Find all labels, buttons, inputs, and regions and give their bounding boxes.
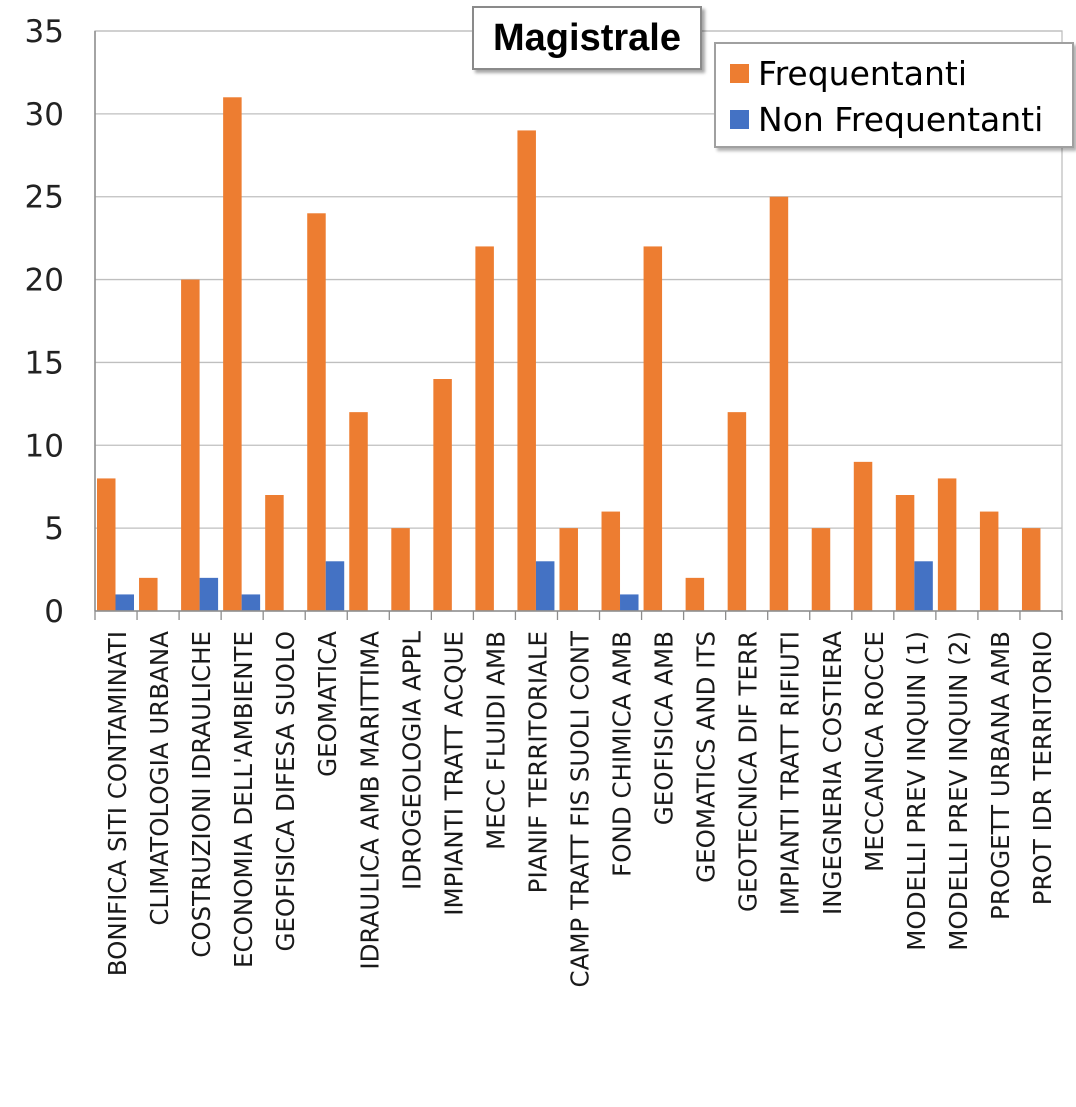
x-tick-label-10: PIANIF TERRITORIALE [523, 631, 552, 893]
y-tick-label-25: 25 [25, 180, 64, 216]
x-tick-label-7: IDROGEOLOGIA APPL [397, 631, 426, 890]
x-tick-label-2: COSTRUZIONI IDRAULICHE [187, 631, 216, 958]
x-tick-label-18: MECCANICA ROCCE [860, 631, 889, 872]
chart-title: Magistrale [472, 6, 702, 70]
x-tick-label-17: INGEGNERIA COSTIERA [818, 631, 847, 915]
bar-frequentanti-11 [559, 528, 578, 611]
bar-frequentanti-4 [265, 495, 284, 611]
bar-frequentanti-21 [979, 511, 999, 611]
bar-non-frequentanti-0 [115, 594, 134, 611]
bar-frequentanti-6 [349, 412, 368, 611]
x-tick-label-12: FOND CHIMICA AMB [608, 631, 637, 877]
legend-label-frequentanti: Frequentanti [758, 54, 967, 93]
legend-item-non-frequentanti: Non Frequentanti [730, 100, 1043, 139]
x-tick-label-11: CAMP TRATT FIS SUOLI CONT [566, 630, 595, 988]
x-tick-label-19: MODELLI PREV INQUIN (1) [902, 631, 931, 951]
y-tick-labels: 0 5 10 15 20 25 30 35 [25, 14, 64, 630]
bar-non-frequentanti-12 [620, 594, 639, 611]
bar-frequentanti-10 [517, 130, 536, 611]
x-tick-label-20: MODELLI PREV INQUIN (2) [944, 631, 973, 951]
bar-frequentanti-8 [433, 379, 452, 611]
x-tick-label-1: CLIMATOLOGIA URBANA [145, 631, 174, 926]
bar-frequentanti-7 [391, 528, 410, 611]
y-tick-label-30: 30 [25, 97, 64, 133]
x-tick-label-9: MECC FLUIDI AMB [481, 631, 510, 850]
x-tick-label-13: GEOFISICA AMB [650, 631, 679, 825]
x-tick-label-16: IMPIANTI TRATT RIFIUTI [776, 631, 805, 915]
legend-swatch-non-frequentanti [730, 110, 749, 129]
x-tick-label-8: IMPIANTI TRATT ACQUE [439, 631, 468, 916]
bar-frequentanti-1 [139, 577, 158, 611]
bar-frequentanti-16 [769, 196, 789, 611]
bar-non-frequentanti-3 [241, 594, 261, 611]
y-tick-label-20: 20 [25, 263, 64, 299]
bar-frequentanti-9 [475, 246, 494, 611]
y-tick-label-0: 0 [44, 594, 64, 630]
bar-non-frequentanti-19 [914, 561, 933, 611]
y-tick-label-5: 5 [44, 511, 64, 547]
y-tick-label-10: 10 [25, 428, 64, 464]
bar-frequentanti-5 [307, 213, 326, 612]
x-tick-label-15: GEOTECNICA DIF TERR [734, 631, 763, 912]
x-tick-label-21: PROGETT URBANA AMB [986, 631, 1015, 920]
bar-frequentanti-2 [181, 279, 200, 611]
bar-frequentanti-14 [685, 577, 705, 611]
bar-non-frequentanti-10 [535, 561, 555, 611]
chart-title-text: Magistrale [493, 16, 681, 59]
bar-non-frequentanti-2 [199, 577, 219, 611]
x-tick-label-4: GEOFISICA DIFESA SUOLO [271, 631, 300, 952]
x-tick-label-6: IDRAULICA AMB MARITTIMA [355, 631, 384, 970]
bar-frequentanti-12 [601, 511, 621, 611]
bar-frequentanti-3 [223, 97, 242, 612]
legend: Frequentanti Non Frequentanti [714, 42, 1074, 148]
bar-frequentanti-0 [97, 478, 116, 611]
bar-frequentanti-19 [895, 495, 915, 611]
x-tick-label-0: BONIFICA SITI CONTAMINATI [103, 631, 132, 976]
legend-item-frequentanti: Frequentanti [730, 54, 967, 93]
bar-frequentanti-13 [643, 246, 663, 611]
legend-label-non-frequentanti: Non Frequentanti [758, 100, 1044, 139]
x-tick-label-14: GEOMATICS AND ITS [692, 631, 721, 883]
bar-frequentanti-17 [811, 528, 831, 611]
x-tick-label-5: GEOMATICA [313, 631, 342, 777]
bar-frequentanti-15 [727, 412, 747, 611]
y-tick-label-35: 35 [25, 14, 64, 50]
bar-frequentanti-18 [853, 461, 873, 611]
x-tick-label-3: ECONOMIA DELL'AMBIENTE [229, 631, 258, 968]
bar-frequentanti-22 [1021, 528, 1041, 611]
legend-swatch-frequentanti [730, 64, 749, 83]
bars [97, 97, 1041, 612]
y-tick-label-15: 15 [25, 345, 64, 381]
x-tick-label-22: PROT IDR TERRITORIO [1028, 631, 1057, 905]
x-tick-labels: BONIFICA SITI CONTAMINATI CLIMATOLOGIA UR… [103, 630, 1057, 988]
bar-non-frequentanti-5 [325, 561, 345, 611]
bar-frequentanti-20 [937, 478, 957, 611]
